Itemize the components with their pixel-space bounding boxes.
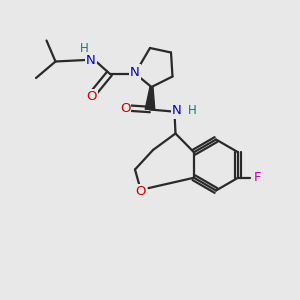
- Text: H: H: [188, 104, 196, 118]
- Polygon shape: [145, 87, 155, 110]
- Text: N: N: [86, 53, 96, 67]
- Text: F: F: [254, 171, 262, 184]
- Text: N: N: [130, 65, 140, 79]
- Text: O: O: [86, 90, 97, 103]
- Text: N: N: [172, 104, 182, 118]
- Text: H: H: [80, 42, 88, 55]
- Text: O: O: [120, 101, 130, 115]
- Text: O: O: [136, 184, 146, 198]
